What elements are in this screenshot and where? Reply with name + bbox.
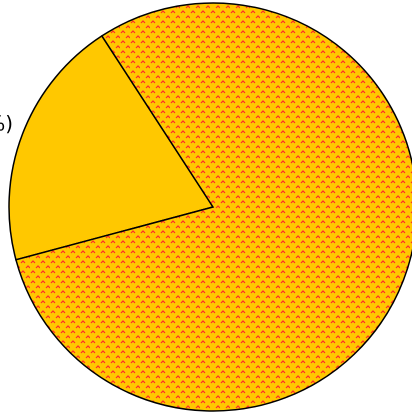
pie-labels: %): [0, 112, 13, 136]
pie-slice-label-0: %): [0, 112, 13, 136]
pie-slice-0: [8, 34, 215, 261]
pie-slice-1: [15, 2, 412, 412]
pie-slices: [8, 2, 412, 412]
